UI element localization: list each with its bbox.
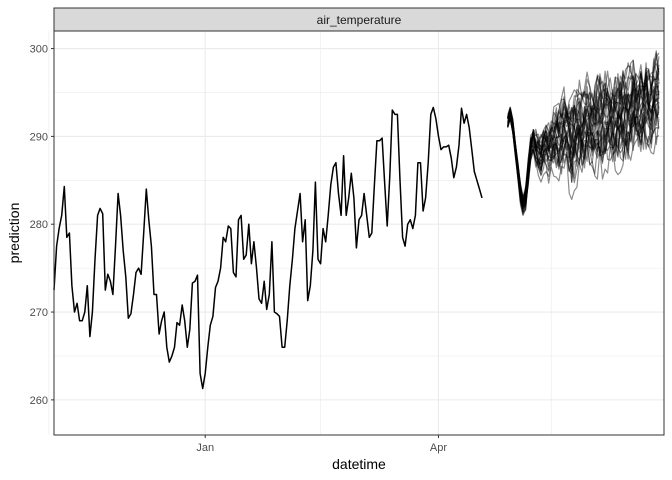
ensemble-member-line [507,71,660,204]
ensemble-member-line [507,89,660,200]
y-tick-label: 300 [30,44,48,56]
ensemble-member-line [507,75,660,200]
ensemble-member-line [507,99,659,213]
y-tick-label: 280 [30,219,48,231]
ensemble-member-line [507,56,660,201]
x-tick-label: Apr [430,442,447,454]
ensemble-member-line [507,63,660,202]
ensemble-member-line [507,52,660,206]
ensemble-member-line [507,111,660,216]
ensemble-member-line [507,62,660,198]
ensemble-member-line [507,70,660,209]
ensemble-member-line [507,80,660,210]
y-tick-label: 290 [30,131,48,143]
ensemble-member-line [507,69,660,210]
ensemble-member-line [507,89,660,208]
x-axis: Jan Apr [196,435,447,454]
ensemble-member-line [507,50,660,197]
facet-strip-label: air_temperature [317,13,402,27]
ensemble-member-line [507,101,660,209]
y-tick-label: 270 [30,307,48,319]
observed-series-line [53,106,483,390]
ensemble-member-line [507,83,660,207]
ensemble-member-line [507,99,660,214]
ensemble-forecasts [507,50,660,216]
ensemble-member-line [507,52,660,202]
x-axis-title: datetime [332,456,386,472]
ensemble-member-line [507,81,660,203]
ensemble-member-line [507,82,659,202]
ensemble-member-line [507,111,660,208]
ensemble-member-line [507,108,660,212]
ensemble-member-line [507,97,660,207]
x-tick-label: Jan [196,442,214,454]
ensemble-member-line [507,97,660,209]
y-axis-title: prediction [6,203,22,264]
ensemble-member-line [507,68,660,203]
grid-minor [48,31,664,435]
ensemble-member-line [507,101,660,213]
ensemble-member-line [507,103,660,211]
plot-background [54,31,664,435]
ensemble-member-line [507,58,660,205]
ensemble-member-line [507,113,660,216]
y-axis: 260 270 280 290 300 [30,44,54,407]
facet-strip [53,7,665,32]
ensemble-member-line [507,109,660,208]
ensemble-member-line [507,90,660,202]
y-tick-label: 260 [30,395,48,407]
